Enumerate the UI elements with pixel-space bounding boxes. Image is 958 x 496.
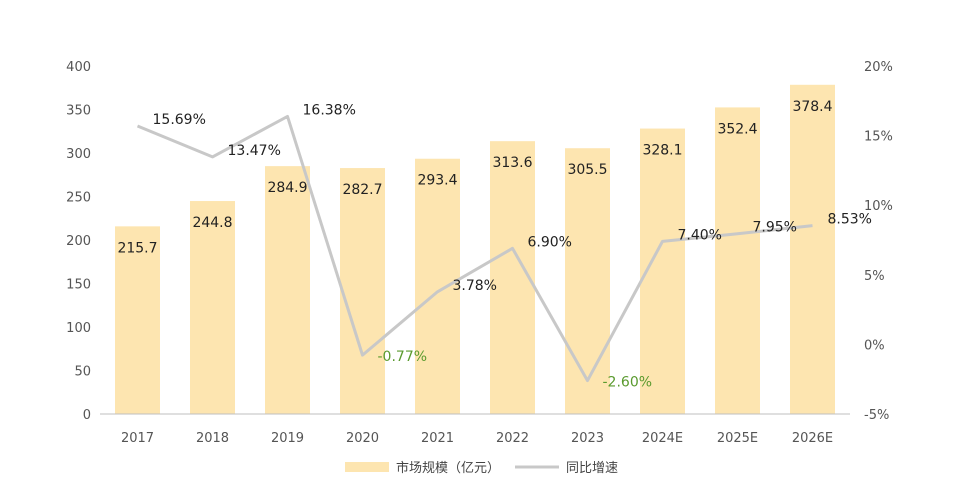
- legend-line-label: 同比增速: [566, 461, 618, 476]
- legend: 市场规模（亿元） 同比增速: [345, 460, 618, 476]
- bar: [715, 107, 760, 415]
- left-tick-label: 400: [66, 60, 91, 75]
- rate-value-label: 8.53%: [828, 212, 872, 228]
- left-tick-label: 100: [66, 321, 91, 336]
- bar: [415, 158, 460, 414]
- category-label: 2024E: [642, 431, 683, 446]
- category-label: 2019: [271, 431, 304, 446]
- left-tick-label: 0: [83, 408, 91, 423]
- right-tick-label: 20%: [864, 60, 893, 75]
- bar-value-label: 378.4: [792, 99, 832, 115]
- left-tick-label: 350: [66, 104, 91, 119]
- rate-value-label: 7.40%: [678, 227, 722, 243]
- category-label: 2023: [571, 431, 604, 446]
- bar: [265, 166, 310, 414]
- legend-bar-label: 市场规模（亿元）: [396, 460, 500, 476]
- bars: [115, 84, 835, 415]
- category-label: 2021: [421, 431, 454, 446]
- bar-value-label: 313.6: [492, 155, 532, 171]
- bar-value-label: 305.5: [567, 162, 607, 178]
- right-tick-label: 10%: [864, 199, 893, 214]
- rate-value-label: -2.60%: [603, 375, 653, 391]
- bar: [190, 201, 235, 414]
- rate-value-label: 6.90%: [528, 234, 572, 250]
- left-tick-label: 200: [66, 234, 91, 249]
- rate-value-label: 15.69%: [153, 112, 206, 128]
- rate-value-label: -0.77%: [378, 349, 428, 365]
- bar-value-label: 284.9: [267, 180, 307, 196]
- bar-value-label: 244.8: [192, 215, 232, 231]
- category-label: 2017: [121, 431, 154, 446]
- right-tick-label: -5%: [864, 408, 889, 423]
- rate-value-label: 16.38%: [303, 102, 356, 118]
- legend-bar-swatch: [345, 462, 389, 472]
- bar-value-label: 282.7: [342, 182, 382, 198]
- category-label: 2022: [496, 431, 529, 446]
- rate-value-label: 3.78%: [453, 278, 497, 294]
- category-label: 2026E: [792, 431, 833, 446]
- rate-value-label: 13.47%: [228, 143, 281, 159]
- bar-value-label: 293.4: [417, 173, 457, 189]
- bar-value-label: 352.4: [717, 121, 757, 137]
- right-tick-label: 15%: [864, 130, 893, 145]
- category-labels: 2017 2018 2019 2020 2021 2022 2023 2024E 2025E 20…: [121, 431, 833, 446]
- bar-value-label: 215.7: [117, 240, 157, 256]
- left-tick-label: 50: [74, 365, 91, 380]
- category-label: 2020: [346, 431, 379, 446]
- right-tick-label: 0%: [864, 338, 885, 353]
- bar: [340, 168, 385, 414]
- growth-rate-line: [136, 114, 813, 383]
- bar: [115, 226, 160, 414]
- bar: [790, 84, 835, 415]
- bar-value-labels: 215.7 244.8 284.9 282.7 293.4 313.6 305.5 328.1…: [117, 99, 832, 257]
- rate-value-label: 7.95%: [753, 220, 797, 236]
- category-label: 2018: [196, 431, 229, 446]
- right-axis-ticks: -5% 0% 5% 10% 15% 20%: [864, 60, 893, 423]
- left-axis-ticks: 0 50 100 150 200 250 300 350 400: [66, 60, 91, 423]
- category-label: 2025E: [717, 431, 758, 446]
- left-tick-label: 150: [66, 278, 91, 293]
- left-tick-label: 250: [66, 191, 91, 206]
- bar-value-label: 328.1: [642, 143, 682, 159]
- right-tick-label: 5%: [864, 269, 885, 284]
- growth-rate-labels: 15.69% 13.47% 16.38% -0.77% 3.78% 6.90% -2.60%…: [153, 102, 872, 390]
- left-tick-label: 300: [66, 147, 91, 162]
- bar: [565, 148, 610, 414]
